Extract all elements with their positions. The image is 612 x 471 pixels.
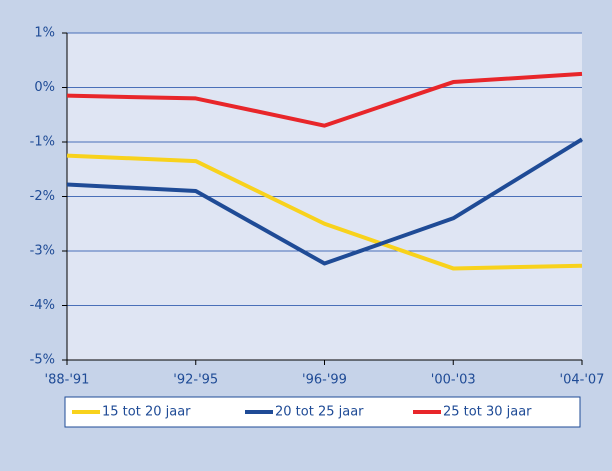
series-line xyxy=(66,153,583,271)
y-tick-label: 1% xyxy=(34,26,55,41)
y-tick-label: -5% xyxy=(30,353,55,368)
x-tick-label: '92-'95 xyxy=(173,373,218,388)
y-tick-label: -2% xyxy=(30,189,55,204)
y-tick-label: 0% xyxy=(34,80,55,95)
x-tick-label: '00-'03 xyxy=(431,373,476,388)
legend-label: 25 tot 30 jaar xyxy=(443,405,532,420)
y-tick-label: -4% xyxy=(30,298,55,313)
legend-label: 15 tot 20 jaar xyxy=(102,405,191,420)
x-tick-label: '88-'91 xyxy=(45,373,90,388)
x-tick-label: '04-'07 xyxy=(560,373,605,388)
legend-box xyxy=(64,396,581,428)
x-tick-label: '96-'99 xyxy=(302,373,347,388)
y-tick-label: -1% xyxy=(30,135,55,150)
series-line xyxy=(66,137,584,266)
legend-label: 20 tot 25 jaar xyxy=(275,405,364,420)
y-tick-label: -3% xyxy=(30,244,55,259)
series-line xyxy=(66,71,583,128)
